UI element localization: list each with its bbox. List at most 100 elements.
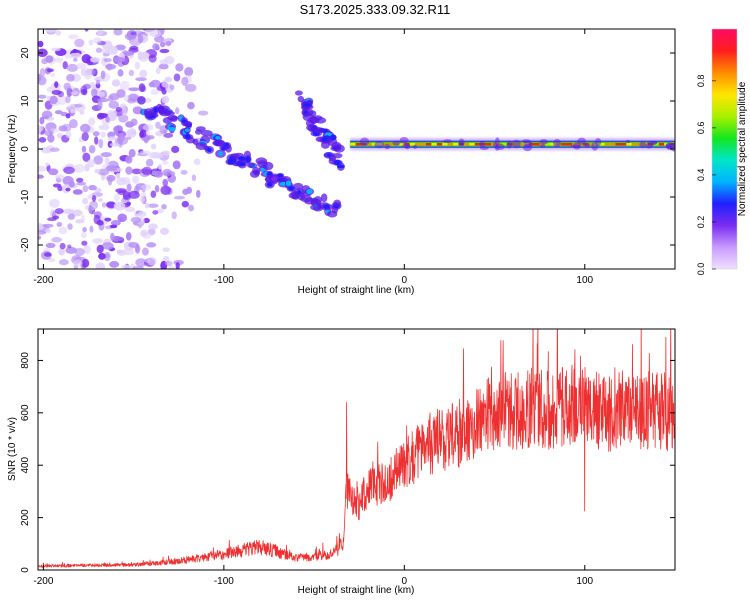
colorbar-tick-label: 0.4 — [696, 169, 706, 182]
noise-blob — [125, 121, 135, 128]
noise-blob — [84, 71, 92, 80]
spectrogram-x-label: Height of straight line (km) — [298, 285, 415, 296]
branch-blob — [249, 170, 260, 178]
noise-blob — [158, 63, 169, 70]
noise-blob — [38, 94, 47, 99]
noise-blob — [173, 73, 181, 82]
noise-blob — [65, 187, 71, 192]
branch-blob — [137, 95, 146, 105]
carrier-segment — [620, 142, 627, 146]
carrier-blob — [399, 136, 409, 144]
noise-blob — [196, 189, 201, 198]
y-tick-label: 600 — [20, 404, 31, 421]
carrier-segment — [350, 142, 357, 146]
noise-blob — [113, 131, 119, 135]
colorbar-frame — [711, 28, 738, 270]
noise-blob — [147, 135, 155, 140]
noise-blob — [89, 82, 97, 87]
noise-blob — [125, 130, 131, 139]
noise-blob — [164, 55, 175, 65]
x-tick-label: 0 — [402, 275, 408, 286]
noise-blob — [181, 200, 189, 208]
noise-blob — [172, 160, 181, 170]
noise-blob — [148, 223, 158, 230]
branch-blob — [182, 120, 193, 127]
noise-blob — [142, 124, 154, 131]
branch-core — [184, 128, 190, 132]
branch-core — [238, 156, 246, 161]
noise-blob — [109, 260, 120, 268]
noise-blob — [52, 215, 60, 220]
noise-blob — [107, 136, 117, 141]
branch-blob — [314, 117, 327, 124]
snr-panel: -200 -100 0 100 0 200 400 600 800 Height of str… — [7, 328, 676, 596]
noise-blob — [66, 74, 75, 82]
noise-blob — [48, 258, 56, 262]
noise-blob — [100, 152, 112, 158]
noise-blob — [187, 204, 195, 212]
noise-blob — [130, 216, 142, 224]
noise-blob — [148, 81, 155, 88]
noise-blob — [98, 252, 106, 260]
noise-blob — [63, 82, 72, 91]
noise-blob — [144, 202, 150, 209]
noise-blob — [88, 204, 93, 214]
noise-blob — [94, 136, 99, 145]
noise-blob — [109, 142, 120, 147]
noise-blob — [51, 170, 57, 176]
noise-blob — [45, 29, 58, 33]
noise-blob — [92, 194, 97, 202]
noise-blob — [116, 249, 125, 255]
noise-blob — [104, 49, 110, 55]
noise-blob — [113, 201, 126, 211]
snr-x-ticks: -200 -100 0 100 — [33, 329, 594, 587]
carrier-blob — [402, 143, 411, 149]
noise-blob — [109, 224, 118, 229]
carrier-segment — [518, 142, 524, 146]
carrier-segment — [658, 142, 665, 146]
noise-blob — [157, 163, 163, 170]
noise-blob — [80, 123, 91, 133]
noise-blob — [111, 79, 121, 87]
branch-blob — [216, 139, 226, 147]
carrier-segment — [474, 142, 481, 146]
snr-x-label: Height of straight line (km) — [298, 585, 415, 596]
noise-blob — [100, 131, 106, 138]
noise-blob — [67, 213, 76, 220]
noise-blob — [161, 204, 167, 210]
carrier-segment — [463, 142, 470, 146]
carrier-segment — [534, 142, 541, 146]
noise-blob — [83, 245, 91, 255]
carrier-segment — [604, 142, 611, 146]
noise-blob — [59, 259, 69, 266]
noise-blob — [113, 56, 126, 63]
noise-blob — [164, 260, 173, 267]
noise-blob — [76, 181, 87, 186]
carrier-segment — [453, 142, 459, 146]
noise-blob — [42, 223, 54, 228]
noise-blob — [81, 131, 89, 142]
noise-blob — [101, 202, 107, 208]
noise-blob — [155, 121, 161, 129]
noise-blob — [82, 197, 89, 205]
branch-blob — [333, 199, 342, 207]
noise-blob — [104, 217, 112, 222]
noise-blob — [134, 61, 141, 70]
branch-core — [239, 162, 246, 167]
colorbar-label: Normalized spectral amplitude — [737, 81, 748, 216]
noise-blob — [132, 266, 144, 269]
x-tick-label: 100 — [576, 275, 593, 286]
noise-blob — [139, 130, 145, 139]
noise-blob — [142, 247, 149, 256]
figure-title: S173.2025.333.09.32.R11 — [300, 2, 451, 17]
noise-blob — [81, 145, 87, 153]
branch-blob — [162, 117, 173, 124]
noise-blob — [66, 63, 79, 72]
noise-blob — [84, 29, 89, 32]
colorbar-tick-label: 0.6 — [696, 122, 706, 135]
branch-core — [277, 173, 284, 178]
colorbar: 0.0 0.2 0.4 0.6 0.8 Normalized spectral ampl… — [696, 28, 748, 275]
noise-blob — [131, 168, 142, 175]
carrier-blob — [374, 141, 385, 149]
